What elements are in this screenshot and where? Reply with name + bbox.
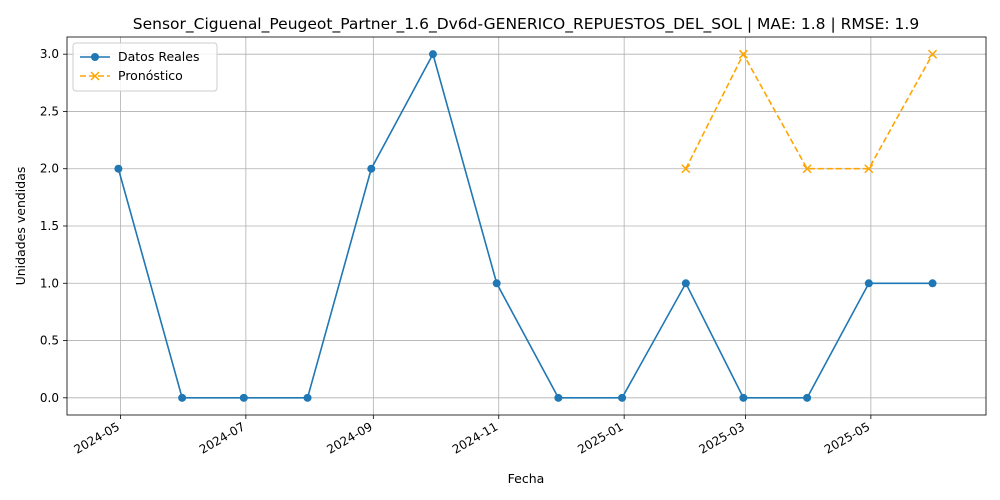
- data-point-datos-reales: [864, 279, 873, 288]
- legend-label-pronostico: Pronóstico: [118, 68, 183, 83]
- chart-title: Sensor_Ciguenal_Peugeot_Partner_1.6_Dv6d…: [133, 15, 919, 34]
- legend-marker-datos-reales: [91, 53, 99, 61]
- data-point-datos-reales: [114, 164, 123, 173]
- y-tick-label: 2.5: [40, 104, 59, 118]
- x-tick-label: 2025-03: [697, 419, 747, 456]
- data-point-pronostico: [928, 49, 938, 59]
- x-tick-label: 2024-11: [450, 419, 500, 456]
- y-axis-label: Unidades vendidas: [13, 167, 28, 286]
- data-point-datos-reales: [367, 164, 376, 173]
- data-point-datos-reales: [618, 393, 627, 402]
- data-point-pronostico: [802, 164, 812, 174]
- legend-label-datos-reales: Datos Reales: [118, 49, 199, 64]
- data-point-datos-reales: [178, 393, 187, 402]
- data-point-datos-reales: [928, 279, 937, 288]
- y-tick-label: 3.0: [40, 47, 59, 61]
- series-layer: [114, 49, 938, 402]
- data-point-pronostico: [864, 164, 874, 174]
- data-point-pronostico: [738, 49, 748, 59]
- data-point-datos-reales: [554, 393, 563, 402]
- legend: Datos Reales Pronóstico: [72, 42, 218, 92]
- x-tick-label: 2024-09: [324, 419, 374, 456]
- series-line-datos-reales: [117, 52, 933, 399]
- y-tick-label: 1.5: [40, 219, 59, 233]
- data-point-datos-reales: [428, 50, 437, 59]
- series-line-pronostico: [685, 52, 934, 170]
- y-tick-label: 2.0: [40, 162, 59, 176]
- x-tick-label: 2024-07: [197, 419, 247, 456]
- x-axis-label: Fecha: [508, 471, 545, 486]
- data-point-datos-reales: [739, 393, 748, 402]
- data-point-datos-reales: [239, 393, 248, 402]
- data-point-datos-reales: [492, 279, 501, 288]
- y-tick-label: 0.0: [40, 391, 59, 405]
- legend-box: [72, 42, 218, 92]
- x-tick-label: 2025-05: [822, 419, 872, 456]
- data-point-datos-reales: [803, 393, 812, 402]
- legend-marker-pronostico: [90, 71, 100, 81]
- y-tick-label: 1.0: [40, 276, 59, 290]
- data-point-datos-reales: [303, 393, 312, 402]
- data-point-pronostico: [681, 164, 691, 174]
- y-tick-label: 0.5: [40, 334, 59, 348]
- x-tick-label: 2025-01: [575, 419, 625, 456]
- x-tick-label: 2024-05: [72, 419, 122, 456]
- data-point-datos-reales: [681, 279, 690, 288]
